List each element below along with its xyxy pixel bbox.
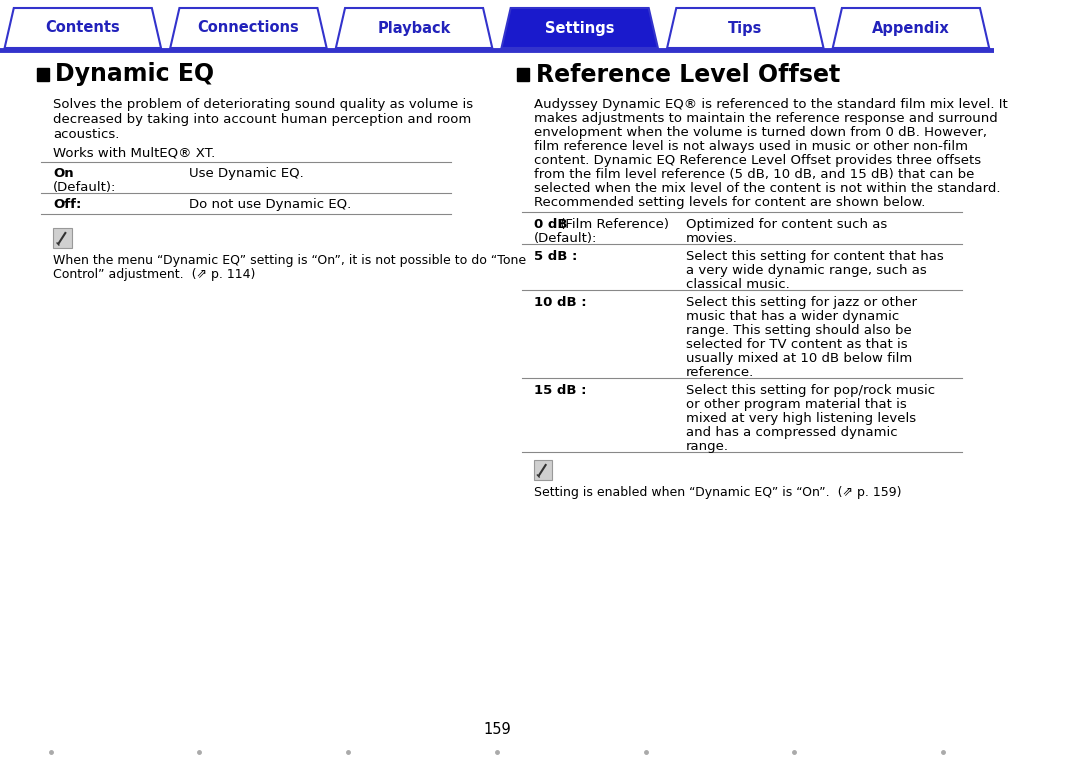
Text: Setting is enabled when “Dynamic EQ” is “On”.  (⇗ p. 159): Setting is enabled when “Dynamic EQ” is … [534, 486, 901, 499]
Bar [53, 228, 71, 248]
Text: content. Dynamic EQ Reference Level Offset provides three offsets: content. Dynamic EQ Reference Level Offs… [534, 154, 981, 167]
Polygon shape [833, 8, 989, 48]
Text: usually mixed at 10 dB below film: usually mixed at 10 dB below film [686, 352, 912, 365]
Polygon shape [501, 8, 658, 48]
Text: Do not use Dynamic EQ.: Do not use Dynamic EQ. [189, 198, 351, 211]
Text: (Default):: (Default): [53, 181, 117, 194]
Polygon shape [336, 8, 492, 48]
Text: selected when the mix level of the content is not within the standard.: selected when the mix level of the conte… [534, 182, 1000, 195]
Text: Reference Level Offset: Reference Level Offset [536, 62, 840, 87]
Text: Select this setting for jazz or other: Select this setting for jazz or other [686, 296, 917, 309]
Text: film reference level is not always used in music or other non-film: film reference level is not always used … [534, 140, 968, 153]
Text: Off:: Off: [53, 198, 82, 211]
Text: Settings: Settings [545, 21, 615, 36]
Text: Dynamic EQ: Dynamic EQ [55, 62, 214, 87]
Text: Recommended setting levels for content are shown below.: Recommended setting levels for content a… [534, 196, 926, 209]
Text: music that has a wider dynamic: music that has a wider dynamic [686, 310, 899, 323]
Text: Tips: Tips [728, 21, 762, 36]
Text: On: On [53, 167, 75, 180]
Text: acoustics.: acoustics. [53, 128, 120, 141]
Text: selected for TV content as that is: selected for TV content as that is [686, 338, 907, 351]
Text: Use Dynamic EQ.: Use Dynamic EQ. [189, 167, 303, 180]
Text: Appendix: Appendix [872, 21, 949, 36]
Text: range. This setting should also be: range. This setting should also be [686, 324, 912, 337]
Text: makes adjustments to maintain the reference response and surround: makes adjustments to maintain the refere… [534, 112, 998, 125]
Text: range.: range. [686, 440, 729, 453]
Polygon shape [4, 8, 161, 48]
Text: classical music.: classical music. [686, 278, 789, 291]
Polygon shape [667, 8, 824, 48]
Text: (Film Reference): (Film Reference) [556, 218, 669, 231]
Text: 10 dB :: 10 dB : [534, 296, 586, 309]
Text: mixed at very high listening levels: mixed at very high listening levels [686, 412, 916, 425]
Text: When the menu “Dynamic EQ” setting is “On”, it is not possible to do “Tone: When the menu “Dynamic EQ” setting is “O… [53, 254, 526, 267]
Text: 5 dB :: 5 dB : [534, 250, 577, 263]
Text: or other program material that is: or other program material that is [686, 398, 906, 411]
Text: Optimized for content such as: Optimized for content such as [686, 218, 887, 231]
Bar [534, 460, 552, 480]
Text: Select this setting for content that has: Select this setting for content that has [686, 250, 943, 263]
Polygon shape [171, 8, 326, 48]
Text: Connections: Connections [198, 21, 299, 36]
Bar [37, 68, 49, 81]
Text: Contents: Contents [45, 21, 120, 36]
Bar [517, 68, 529, 81]
Text: a very wide dynamic range, such as: a very wide dynamic range, such as [686, 264, 927, 277]
Text: 15 dB :: 15 dB : [534, 384, 586, 397]
Text: movies.: movies. [686, 232, 738, 245]
Text: and has a compressed dynamic: and has a compressed dynamic [686, 426, 897, 439]
Text: Audyssey Dynamic EQ® is referenced to the standard film mix level. It: Audyssey Dynamic EQ® is referenced to th… [534, 98, 1008, 111]
Text: (Default):: (Default): [534, 232, 597, 245]
Text: 159: 159 [483, 722, 511, 737]
Text: envelopment when the volume is turned down from 0 dB. However,: envelopment when the volume is turned do… [534, 126, 987, 139]
Text: Solves the problem of deteriorating sound quality as volume is: Solves the problem of deteriorating soun… [53, 98, 473, 111]
Text: reference.: reference. [686, 366, 754, 379]
Text: Works with MultEQ® XT.: Works with MultEQ® XT. [53, 146, 216, 159]
Text: 0 dB: 0 dB [534, 218, 567, 231]
Text: from the film level reference (5 dB, 10 dB, and 15 dB) that can be: from the film level reference (5 dB, 10 … [534, 168, 974, 181]
Text: Playback: Playback [377, 21, 450, 36]
Text: Control” adjustment.  (⇗ p. 114): Control” adjustment. (⇗ p. 114) [53, 268, 256, 281]
Text: Select this setting for pop/rock music: Select this setting for pop/rock music [686, 384, 934, 397]
Text: decreased by taking into account human perception and room: decreased by taking into account human p… [53, 113, 472, 126]
